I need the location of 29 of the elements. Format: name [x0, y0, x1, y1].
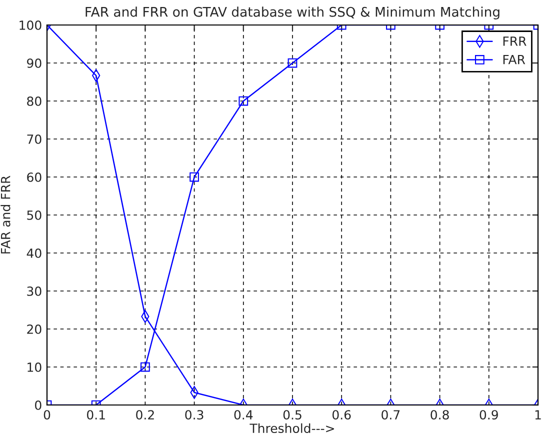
x-tick-label: 0.4: [234, 410, 253, 420]
legend-label: FRR: [503, 36, 526, 46]
x-tick-label: 0.3: [185, 410, 204, 420]
legend-label: FAR: [503, 54, 526, 64]
point: [190, 172, 199, 182]
chart-title: FAR and FRR on GTAV database with SSQ & Minimum Matching: [86, 6, 500, 20]
y-tick-label: 0: [35, 400, 42, 410]
point: [238, 96, 248, 106]
y-tick-label: 30: [27, 286, 42, 296]
y-tick-label: 40: [26, 248, 42, 258]
x-tick-label: 0.7: [382, 410, 400, 420]
y-axis-title: FAR and FRR: [0, 176, 10, 254]
y-tick-label: 80: [27, 96, 42, 106]
y-tick-label: 90: [27, 58, 42, 68]
x-tick-label: 0.6: [332, 410, 351, 420]
x-tick-label: 0.2: [136, 410, 154, 420]
x-tick-label: 1: [535, 410, 541, 420]
x-tick-label: 0.9: [480, 410, 498, 420]
y-tick-label: 100: [20, 20, 42, 30]
x-tick-label: 0.8: [430, 410, 449, 420]
y-tick-label: 20: [27, 324, 42, 334]
y-tick-label: 10: [28, 362, 42, 372]
x-tick-label: 0.1: [86, 410, 105, 420]
x-axis-title: Threshold--->: [250, 423, 334, 434]
x-tick-label: 0.5: [283, 410, 302, 420]
x-tick-label: 0: [44, 410, 50, 420]
y-tick-label: 60: [27, 172, 42, 182]
y-tick-label: 70: [27, 134, 42, 144]
y-tick-label: 50: [27, 210, 42, 220]
